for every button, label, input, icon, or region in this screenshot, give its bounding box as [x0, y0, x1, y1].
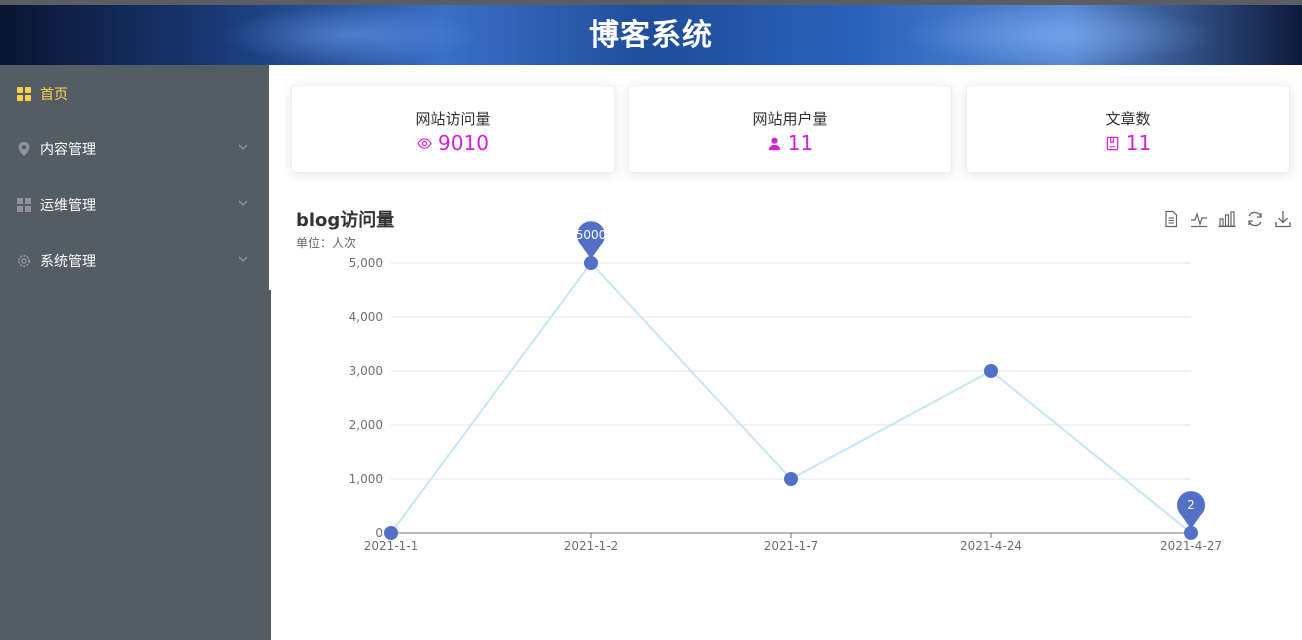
- sidebar-item-home[interactable]: 首页: [0, 66, 269, 122]
- stat-card-visits: 网站访问量 9010: [291, 85, 615, 173]
- y-tick-label: 2,000: [349, 418, 383, 432]
- card-title: 网站用户量: [752, 110, 828, 128]
- data-point: [784, 472, 798, 486]
- y-tick-label: 0: [375, 526, 383, 540]
- y-tick-label: 1,000: [349, 472, 383, 486]
- main-content: 网站访问量 9010 网站用户量 11 文章数 11 blog访问量 单位：人次…: [271, 65, 1302, 640]
- sidebar-item-label: 首页: [40, 87, 68, 103]
- sidebar-item-label: 内容管理: [40, 142, 96, 158]
- menu-icon: [16, 197, 32, 213]
- x-tick-label: 2021-1-1: [364, 539, 418, 553]
- stat-card-users: 网站用户量 11: [628, 85, 952, 173]
- mark-point-label: 5000: [576, 228, 607, 242]
- mark-point-pin: [1177, 491, 1205, 529]
- y-tick-label: 5,000: [349, 256, 383, 270]
- chart-toolbox: [1161, 209, 1293, 229]
- stat-card-articles: 文章数 11: [966, 85, 1290, 173]
- data-view-icon[interactable]: [1161, 209, 1181, 229]
- series-line: [390, 261, 1192, 534]
- download-icon[interactable]: [1273, 209, 1293, 229]
- line-chart-icon[interactable]: [1189, 209, 1209, 229]
- card-value: 9010: [438, 131, 489, 155]
- location-icon: [16, 141, 32, 157]
- x-tick-label: 2021-4-27: [1160, 539, 1222, 553]
- chevron-down-icon: [238, 256, 248, 262]
- data-point: [1184, 525, 1198, 540]
- sidebar-item-ops[interactable]: 运维管理: [0, 177, 269, 233]
- user-icon: [768, 137, 781, 150]
- chart-title: blog访问量: [296, 210, 395, 231]
- chart-subtitle: 单位：人次: [296, 236, 357, 250]
- bar-chart-icon[interactable]: [1217, 209, 1237, 229]
- mark-point-pin: [577, 221, 605, 259]
- mark-point-label: 2: [1187, 498, 1195, 512]
- y-tick-label: 4,000: [349, 310, 383, 324]
- card-title: 网站访问量: [415, 110, 491, 128]
- card-value: 11: [787, 131, 814, 155]
- sidebar-item-system[interactable]: 系统管理: [0, 233, 269, 289]
- x-tick-label: 2021-1-7: [764, 539, 818, 553]
- card-value: 11: [1125, 131, 1152, 155]
- app-header: 博客系统: [0, 0, 1302, 65]
- sidebar: 首页 内容管理 运维管理 系统管理: [0, 65, 271, 640]
- card-title: 文章数: [1105, 110, 1151, 128]
- gear-icon: [16, 253, 32, 269]
- data-point: [384, 526, 398, 540]
- eye-icon: [417, 137, 432, 149]
- restore-icon[interactable]: [1245, 209, 1265, 229]
- chevron-down-icon: [238, 200, 248, 206]
- notebook-icon: [1106, 136, 1119, 150]
- y-tick-label: 3,000: [349, 364, 383, 378]
- sidebar-item-label: 系统管理: [40, 254, 96, 270]
- data-point: [584, 256, 598, 270]
- x-tick-label: 2021-4-24: [960, 539, 1022, 553]
- x-tick-label: 2021-1-2: [564, 539, 618, 553]
- grid-icon: [16, 86, 32, 102]
- line-chart: 0 1,000 2,000 3,000 4,000 5,000 2021-1-1 2021-1…: [349, 221, 1222, 553]
- data-point: [984, 364, 998, 378]
- sidebar-item-content[interactable]: 内容管理: [0, 121, 269, 177]
- sidebar-item-label: 运维管理: [40, 198, 96, 214]
- app-title: 博客系统: [589, 18, 713, 53]
- chevron-down-icon: [238, 144, 248, 150]
